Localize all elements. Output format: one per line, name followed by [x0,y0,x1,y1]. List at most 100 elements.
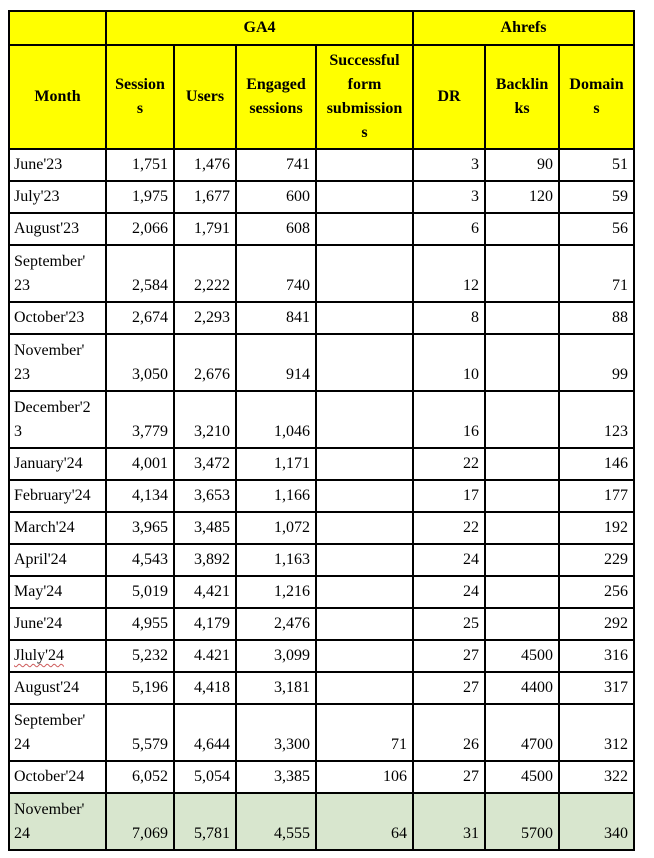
month-label: September' 23 [14,253,86,294]
forms-cell [315,575,414,609]
month-label: April'24 [14,551,67,568]
month-label: August'23 [14,220,80,237]
column-header-backlinks: Backlin ks [484,44,560,150]
domains-cell: 56 [557,212,636,246]
domains-cell: 99 [557,333,636,392]
sessions-cell: 3,965 [105,511,175,545]
backlinks-cell: 90 [484,148,560,182]
dr-cell: 3 [412,148,486,182]
month-cell: December'2 3 [8,390,107,449]
sessions-cell: 2,584 [105,244,175,303]
table-row: Jluly'24 5,232 4.421 3,099 27 4500 316 [8,639,636,673]
backlinks-cell: 4500 [484,639,560,673]
month-label: May'24 [14,583,63,600]
users-cell: 3,472 [173,447,237,481]
ahrefs-group-header: Ahrefs [411,10,636,46]
table-row: October'24 6,052 5,054 3,385 106 27 4500 322 [8,760,636,794]
users-cell: 3,653 [173,479,237,513]
engaged-cell: 841 [235,301,317,335]
table-row: November' 23 3,050 2,676 914 10 99 [8,333,636,392]
month-label: December'2 3 [14,399,91,440]
users-cell: 4,644 [173,703,237,762]
engaged-cell: 3,099 [235,639,317,673]
sessions-cell: 7,069 [105,792,175,851]
month-label: Jluly'24 [14,647,64,664]
domains-cell: 59 [557,180,636,214]
sessions-cell: 2,066 [105,212,175,246]
engaged-cell: 600 [235,180,317,214]
engaged-cell: 1,216 [235,575,317,609]
domains-cell: 88 [557,301,636,335]
users-cell: 1,476 [173,148,237,182]
backlinks-cell [484,575,560,609]
backlinks-cell [484,607,560,641]
engaged-cell: 3,385 [235,760,317,794]
table-row: February'24 4,134 3,653 1,166 17 177 [8,479,636,513]
engaged-cell: 1,163 [235,543,317,577]
month-label: September' 24 [14,712,86,753]
month-cell: June'24 [8,607,107,641]
table-row: August'24 5,196 4,418 3,181 27 4400 317 [8,671,636,705]
engaged-cell: 1,166 [235,479,317,513]
sessions-cell: 2,674 [105,301,175,335]
month-label: August'24 [14,679,80,696]
backlinks-cell: 120 [484,180,560,214]
month-cell: July'23 [8,180,107,214]
group-header-row: GA4 Ahrefs [8,10,636,46]
table-row: September' 24 5,579 4,644 3,300 71 26 4700 312 [8,703,636,762]
users-cell: 5,054 [173,760,237,794]
dr-cell: 6 [412,212,486,246]
engaged-cell: 914 [235,333,317,392]
month-cell: February'24 [8,479,107,513]
month-cell: November' 24 [8,792,107,851]
table-row: March'24 3,965 3,485 1,072 22 192 [8,511,636,545]
month-label: October'23 [14,309,85,326]
sessions-cell: 4,955 [105,607,175,641]
domains-cell: 177 [557,479,636,513]
table-row: November' 24 7,069 5,781 4,555 64 31 5700 340 [8,792,636,851]
sessions-cell: 5,019 [105,575,175,609]
engaged-cell: 4,555 [235,792,317,851]
forms-cell [315,543,414,577]
table-row: January'24 4,001 3,472 1,171 22 146 [8,447,636,481]
engaged-cell: 3,300 [235,703,317,762]
table-row: September' 23 2,584 2,222 740 12 71 [8,244,636,303]
month-label: October'24 [14,768,85,785]
forms-cell: 71 [315,703,414,762]
column-header-sessions: Session s [105,44,175,150]
month-label: July'23 [14,188,60,205]
users-cell: 2,676 [173,333,237,392]
month-label: June'23 [14,156,63,173]
domains-cell: 146 [557,447,636,481]
column-header-form-submissions: Successful form submission s [315,44,414,150]
forms-cell: 106 [315,760,414,794]
users-cell: 3,485 [173,511,237,545]
engaged-cell: 2,476 [235,607,317,641]
table-row: April'24 4,543 3,892 1,163 24 229 [8,543,636,577]
users-cell: 4.421 [173,639,237,673]
column-header-users: Users [173,44,237,150]
domains-cell: 51 [557,148,636,182]
dr-cell: 17 [412,479,486,513]
dr-cell: 16 [412,390,486,449]
column-header-month: Month [8,44,107,150]
engaged-cell: 741 [235,148,317,182]
sessions-cell: 5,579 [105,703,175,762]
domains-cell: 192 [557,511,636,545]
month-cell: November' 23 [8,333,107,392]
month-cell: Jluly'24 [8,639,107,673]
dr-cell: 27 [412,671,486,705]
backlinks-cell [484,301,560,335]
forms-cell [315,180,414,214]
dr-cell: 22 [412,511,486,545]
forms-cell [315,390,414,449]
engaged-cell: 1,171 [235,447,317,481]
dr-cell: 27 [412,760,486,794]
backlinks-cell [484,212,560,246]
month-label: June'24 [14,615,63,632]
users-cell: 1,677 [173,180,237,214]
forms-cell [315,212,414,246]
sessions-cell: 4,543 [105,543,175,577]
sessions-cell: 3,779 [105,390,175,449]
